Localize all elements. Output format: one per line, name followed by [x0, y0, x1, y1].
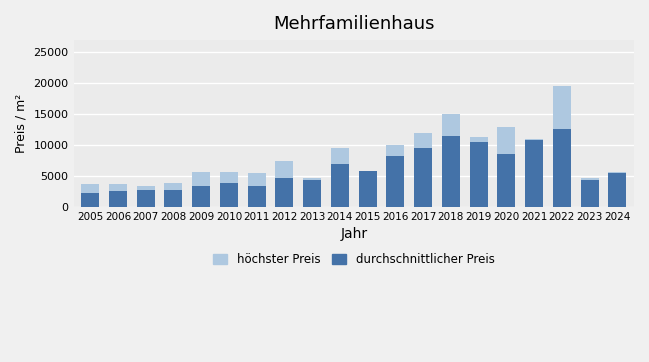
Bar	[331, 148, 349, 207]
Bar	[81, 193, 99, 207]
Bar	[525, 139, 543, 207]
Bar	[164, 184, 182, 207]
Bar	[359, 171, 376, 207]
Bar	[192, 172, 210, 207]
Bar	[442, 114, 460, 207]
Bar	[275, 178, 293, 207]
Bar	[442, 136, 460, 207]
Bar	[581, 178, 598, 207]
Bar	[164, 190, 182, 207]
Bar	[553, 86, 571, 207]
Bar	[386, 145, 404, 207]
Bar	[414, 148, 432, 207]
Y-axis label: Preis / m²: Preis / m²	[15, 94, 28, 153]
Bar	[248, 186, 265, 207]
Bar	[137, 186, 154, 207]
Bar	[248, 173, 265, 207]
Bar	[331, 164, 349, 207]
Bar	[581, 180, 598, 207]
Title: Mehrfamilienhaus: Mehrfamilienhaus	[273, 15, 435, 33]
Bar	[608, 172, 626, 207]
Bar	[414, 133, 432, 207]
X-axis label: Jahr: Jahr	[340, 227, 367, 241]
Bar	[303, 178, 321, 207]
Legend: höchster Preis, durchschnittlicher Preis: höchster Preis, durchschnittlicher Preis	[208, 249, 499, 271]
Bar	[386, 156, 404, 207]
Bar	[553, 129, 571, 207]
Bar	[220, 172, 238, 207]
Bar	[275, 161, 293, 207]
Bar	[359, 171, 376, 207]
Bar	[109, 184, 127, 207]
Bar	[303, 180, 321, 207]
Bar	[470, 137, 487, 207]
Bar	[81, 184, 99, 207]
Bar	[525, 139, 543, 207]
Bar	[220, 183, 238, 207]
Bar	[497, 154, 515, 207]
Bar	[470, 142, 487, 207]
Bar	[192, 186, 210, 207]
Bar	[109, 191, 127, 207]
Bar	[608, 173, 626, 207]
Bar	[497, 127, 515, 207]
Bar	[137, 190, 154, 207]
